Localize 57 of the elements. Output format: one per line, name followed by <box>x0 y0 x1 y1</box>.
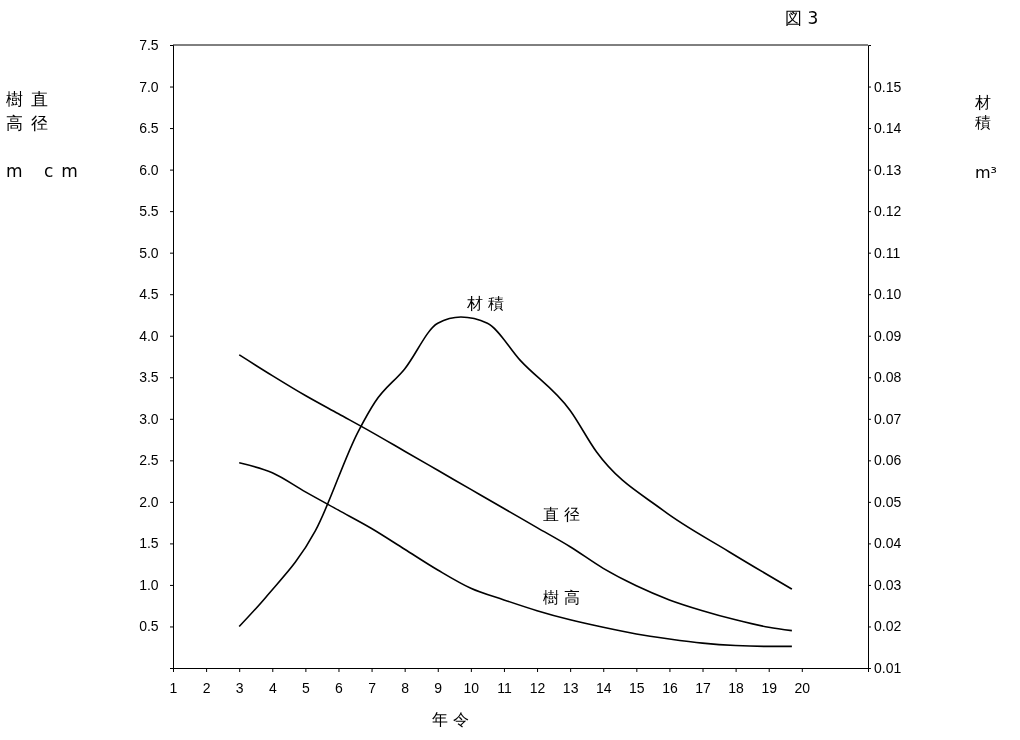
y-tick-label: 1.0 <box>139 576 159 593</box>
y2-tick-label: 0.15 <box>874 78 902 95</box>
x-tick-label: 7 <box>368 680 377 697</box>
y2-tick-label: 0.05 <box>874 493 902 510</box>
x-tick-label: 4 <box>268 680 277 697</box>
x-tick-label: 1 <box>169 680 178 697</box>
x-tick-label: 16 <box>662 680 678 697</box>
y2-tick-label: 0.12 <box>874 203 902 220</box>
x-tick-label: 6 <box>335 680 344 697</box>
x-tick-label: 18 <box>728 680 745 697</box>
y-tick-label: 6.0 <box>139 161 159 178</box>
y2-tick-label: 0.11 <box>874 244 901 261</box>
y2-tick-label: 0.02 <box>874 618 902 635</box>
y2-tick-label: 0.03 <box>874 576 902 593</box>
y-tick-label: 5.0 <box>139 244 159 261</box>
y2-tick-label: 0.01 <box>874 659 902 676</box>
y-tick-label: 3.5 <box>139 369 159 386</box>
y-tick-label: 2.5 <box>139 452 159 469</box>
y-tick-label: 3.0 <box>139 410 159 427</box>
x-axis-title: 年 令 <box>431 710 470 729</box>
y2-tick-label: 0.10 <box>874 286 902 303</box>
x-tick-label: 17 <box>695 680 712 697</box>
x-tick-label: 13 <box>562 680 579 697</box>
x-tick-label: 9 <box>434 680 443 697</box>
series-label: 直 径 <box>543 504 581 524</box>
y2-tick-label: 0.06 <box>874 452 902 469</box>
x-tick-label: 10 <box>463 680 480 697</box>
y2-tick-label: 0.07 <box>874 410 902 427</box>
y-tick-label: 0.5 <box>139 618 159 635</box>
y2-tick-label: 0.04 <box>874 535 902 552</box>
y2-tick-label: 0.08 <box>874 369 902 386</box>
x-tick-label: 20 <box>794 680 811 697</box>
x-tick-label: 15 <box>629 680 645 697</box>
series-label: 樹 高 <box>543 587 581 607</box>
text: 材積 m³ <box>975 93 997 182</box>
x-tick-label: 5 <box>301 680 310 697</box>
y2-tick-label: 0.09 <box>874 327 902 344</box>
y2-tick-label: 0.13 <box>874 161 902 178</box>
text: 樹直高径m cm <box>6 89 86 181</box>
caption: 図 3 <box>785 8 819 28</box>
x-tick-label: 19 <box>761 680 778 697</box>
y-tick-label: 4.5 <box>139 286 159 303</box>
x-tick-label: 2 <box>202 680 211 697</box>
y-tick-label: 5.5 <box>139 203 159 220</box>
y2-tick-label: 0.14 <box>874 120 902 137</box>
y-tick-label: 7.0 <box>139 78 159 95</box>
y-tick-label: 1.5 <box>139 535 159 552</box>
x-tick-label: 14 <box>595 680 612 697</box>
y-tick-label: 2.0 <box>139 493 159 510</box>
x-tick-label: 8 <box>401 680 410 697</box>
x-tick-label: 3 <box>235 680 244 697</box>
y-tick-label: 7.5 <box>139 36 159 53</box>
series-label: 材 積 <box>465 294 505 314</box>
x-tick-label: 11 <box>497 680 512 697</box>
y-tick-label: 6.5 <box>139 120 159 137</box>
x-tick-label: 12 <box>529 680 546 697</box>
y-tick-label: 4.0 <box>139 327 159 344</box>
